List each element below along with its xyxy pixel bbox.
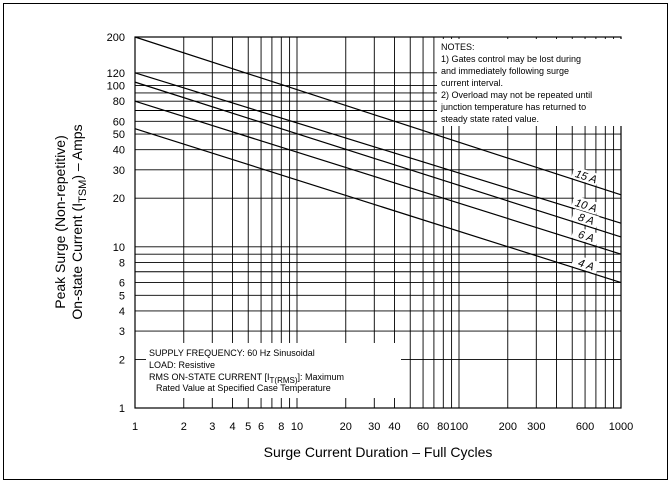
y-tick-label: 8 [119, 257, 125, 269]
x-tick-label: 600 [576, 421, 594, 433]
y-tick-label: 30 [113, 165, 125, 177]
notes-title: NOTES: [441, 42, 475, 52]
label-layer: 15 A10 A8 A6 A4 A1 2 3 4 5 6 8 10 20 30 40 60 80 100 2… [107, 32, 634, 433]
x-tick-label: 300 [527, 421, 545, 433]
x-tick-label: 1 [132, 421, 138, 433]
series-label-bg [571, 254, 600, 274]
x-tick-label: 100 [450, 421, 468, 433]
x-tick-label: 3 [209, 421, 215, 433]
series-label-bg [571, 195, 600, 215]
y-tick-label: 10 [113, 242, 125, 254]
series-line-8a [134, 81, 622, 238]
y-axis-title-line-2: On-state Current (ITSM) – Amps [69, 124, 89, 319]
x-tick-label: 60 [417, 421, 429, 433]
x-tick-label: 4 [229, 421, 235, 433]
y-tick-label: 80 [113, 96, 125, 108]
series-line-6a [134, 100, 622, 255]
y-axis-title: Peak Surge (Non-repetitive) On-state Cur… [52, 124, 89, 319]
outer-frame [3, 3, 668, 480]
y-tick-label: 2 [119, 354, 125, 366]
y-tick-label: 40 [113, 145, 125, 157]
series-line-10a [134, 72, 622, 224]
note-line-1: 1) Gates control may be lost during [441, 54, 581, 64]
plot-area-border [134, 36, 622, 409]
y-tick-label: 20 [113, 193, 125, 205]
x-tick-label: 2 [181, 421, 187, 433]
y-tick-label: 5 [119, 290, 125, 302]
note-line-4: 2) Overload may not be repeated until [441, 90, 592, 100]
note-line-3: current interval. [441, 78, 503, 88]
notes-block: NOTES: 1) Gates control may be lost duri… [440, 42, 592, 124]
y-tick-label: 60 [113, 116, 125, 128]
x-tick-label: 30 [368, 421, 380, 433]
x-tick-label: 8 [278, 421, 284, 433]
series-line-15a [134, 36, 622, 196]
notes-box [437, 39, 622, 126]
note-line-5: junction temperature has returned to [440, 102, 586, 112]
x-axis-title: Surge Current Duration – Full Cycles [264, 444, 493, 460]
y-tick-label: 200 [107, 32, 125, 44]
y-tick-label: 50 [113, 129, 125, 141]
rms-current-text: RMS ON-STATE CURRENT [IT(RMS)]: Maximum [149, 372, 344, 385]
y-tick-label: 1 [119, 403, 125, 415]
note-line-2: and immediately following surge [441, 66, 569, 76]
conditions-box [146, 343, 401, 398]
y-tick-label: 100 [107, 81, 125, 93]
x-tick-label: 10 [291, 421, 303, 433]
x-tick-label: 80 [437, 421, 449, 433]
series-line-4a [134, 128, 622, 284]
x-tick-label: 1000 [609, 421, 633, 433]
conditions-block: SUPPLY FREQUENCY: 60 Hz Sinusoidal LOAD:… [149, 348, 344, 393]
y-tick-label: 120 [107, 68, 125, 80]
supply-frequency-text: SUPPLY FREQUENCY: 60 Hz Sinusoidal [149, 348, 315, 358]
series-label-bg [571, 166, 600, 186]
y-tick-label: 6 [119, 278, 125, 290]
series-label-bg [571, 226, 600, 246]
series-layer [134, 36, 622, 284]
x-tick-label: 40 [388, 421, 400, 433]
y-tick-label: 4 [119, 306, 125, 318]
rated-value-text: Rated Value at Specified Case Temperatur… [156, 383, 331, 393]
x-tick-label: 6 [258, 421, 264, 433]
x-tick-label: 20 [340, 421, 352, 433]
y-tick-label: 3 [119, 326, 125, 338]
note-line-6: steady state rated value. [441, 114, 539, 124]
series-label-bg [571, 208, 600, 229]
x-tick-label: 200 [499, 421, 517, 433]
load-text: LOAD: Resistive [149, 360, 215, 370]
series-label-8a: 8 A [576, 212, 595, 228]
series-label-4a: 4 A [576, 257, 595, 273]
y-axis-title-line-1: Peak Surge (Non-repetitive) [52, 135, 68, 309]
x-tick-label: 5 [245, 421, 251, 433]
series-label-6a: 6 A [576, 229, 595, 245]
